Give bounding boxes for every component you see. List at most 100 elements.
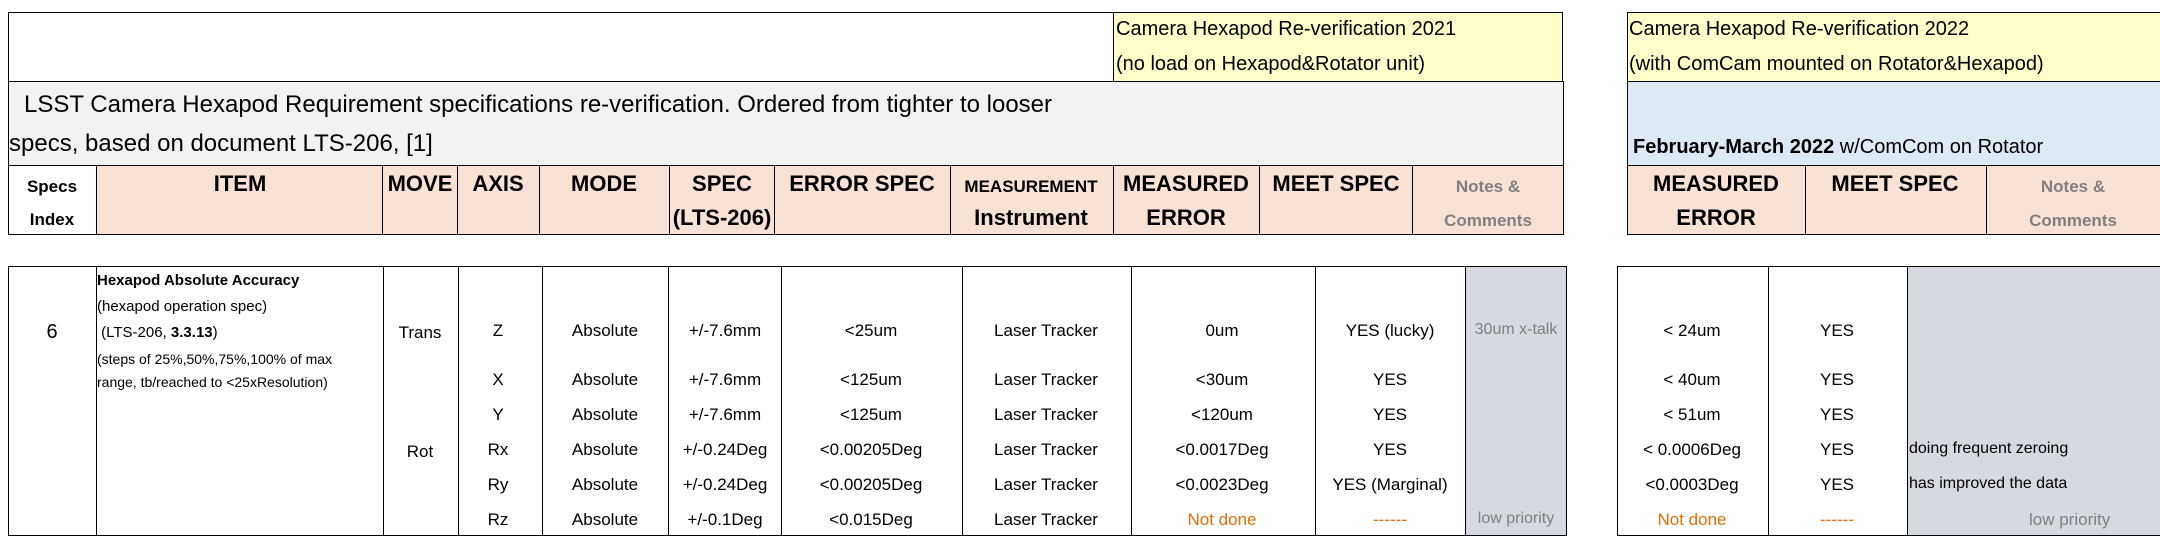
cell-meet-spec: ------	[1373, 510, 1407, 529]
cell-mode: Absolute	[571, 321, 639, 340]
cell-2022-measured: < 0.0006Deg	[1643, 440, 1741, 459]
cell-instrument: Laser Tracker	[994, 370, 1098, 389]
move-rot: Rot	[406, 442, 434, 461]
cell-note: low priority	[1477, 510, 1555, 527]
notes-grey-cell	[1466, 267, 1566, 535]
cell-2022-note: low priority	[2029, 510, 2111, 529]
cell-2022-meet-spec: YES	[1819, 321, 1855, 340]
cell-error-spec: <0.00205Deg	[819, 440, 923, 459]
header-2022-box: Camera Hexapod Re-verification 2022 (wit…	[1627, 12, 2160, 82]
cell-spec: +/-7.6mm	[688, 321, 762, 340]
col-measured-line2: ERROR	[1146, 205, 1226, 230]
col-axis: AXIS	[472, 171, 524, 196]
header-2021-line1: Camera Hexapod Re-verification 2021	[1116, 18, 1457, 40]
col-notes-line2: Comments	[1444, 211, 1532, 230]
cell-instrument: Laser Tracker	[994, 510, 1098, 529]
cell-axis: Y	[492, 405, 504, 424]
col-move: MOVE	[387, 171, 453, 196]
cell-2022-measured: <0.0003Deg	[1645, 475, 1739, 494]
cell-2022-measured: Not done	[1657, 510, 1727, 529]
feb-march-rest: w/ComCom on Rotator	[1834, 136, 2044, 158]
cell-spec: +/-0.1Deg	[687, 510, 763, 529]
item-line4: (steps of 25%,50%,75%,100% of max	[97, 351, 333, 367]
cell-measured: <30um	[1195, 370, 1249, 389]
item-line3: (LTS-206, 3.3.13)	[97, 324, 218, 341]
cell-mode: Absolute	[571, 510, 639, 529]
cell-meet-spec: YES	[1372, 370, 1408, 389]
col-measurement-line2: Instrument	[974, 205, 1088, 230]
cell-measured: <0.0017Deg	[1175, 440, 1269, 459]
page-title-line1: LSST Camera Hexapod Requirement specific…	[24, 91, 1053, 118]
cell-instrument: Laser Tracker	[994, 405, 1098, 424]
feb-march-box: February-March 2022 w/ComCom on Rotator	[1627, 81, 2160, 166]
col-specs-index-line1: Specs	[26, 177, 78, 196]
cell-2022-meet-spec: YES	[1819, 370, 1855, 389]
cell-2022-meet-spec: YES	[1819, 405, 1855, 424]
cell-instrument: Laser Tracker	[994, 440, 1098, 459]
col-measurement-line1: MEASUREMENT	[964, 177, 1098, 196]
move-trans: Trans	[398, 323, 442, 342]
item-line3-bold: 3.3.13	[170, 324, 213, 341]
cell-spec: +/-7.6mm	[688, 405, 762, 424]
feb-march-bold: February-March 2022	[1633, 136, 1835, 158]
cell-spec: +/-7.6mm	[688, 370, 762, 389]
cell-2022-measured: < 51um	[1663, 405, 1721, 424]
header-2021-line2: (no load on Hexapod&Rotator unit)	[1116, 53, 1426, 75]
cell-2022-meet-spec: YES	[1819, 475, 1855, 494]
item-line3-pre: (LTS-206,	[97, 324, 171, 341]
cell-meet-spec: YES (Marginal)	[1332, 475, 1448, 494]
cell-axis: Rx	[487, 440, 509, 459]
col-measured-line1: MEASURED	[1123, 171, 1249, 196]
title-box: LSST Camera Hexapod Requirement specific…	[8, 81, 1564, 166]
data-group-2021	[8, 266, 1567, 536]
cell-axis: Ry	[487, 475, 509, 494]
item-title: Hexapod Absolute Accuracy	[97, 272, 300, 289]
col-error-spec: ERROR SPEC	[789, 171, 935, 196]
cell-error-spec: <0.015Deg	[829, 510, 913, 529]
cell-2022-meet-spec: YES	[1819, 440, 1855, 459]
header-2022-line2: (with ComCam mounted on Rotator&Hexapod)	[1629, 53, 2044, 75]
col-2022-measured-line2: ERROR	[1676, 205, 1756, 230]
cell-measured: <120um	[1191, 405, 1253, 424]
cell-meet-spec: YES (lucky)	[1345, 321, 1435, 340]
header-2021-box: Camera Hexapod Re-verification 2021 (no …	[1113, 12, 1563, 82]
header-blank-cell	[8, 12, 1114, 82]
cell-axis: Z	[492, 321, 504, 340]
cell-error-spec: <125um	[840, 370, 902, 389]
cell-mode: Absolute	[571, 475, 639, 494]
cell-mode: Absolute	[571, 370, 639, 389]
cell-axis: X	[492, 370, 504, 389]
cell-measured: 0um	[1205, 321, 1239, 340]
header-2022-line1: Camera Hexapod Re-verification 2022	[1629, 18, 1970, 40]
cell-2022-note: has improved the data	[1909, 475, 2068, 492]
specs-index-value: 6	[46, 321, 58, 343]
cell-measured: Not done	[1187, 510, 1257, 529]
cell-instrument: Laser Tracker	[994, 475, 1098, 494]
cell-spec: +/-0.24Deg	[682, 475, 768, 494]
cell-axis: Rz	[487, 510, 509, 529]
col-mode: MODE	[571, 171, 637, 196]
cell-2022-note: doing frequent zeroing	[1909, 440, 2069, 457]
page-title-line2: specs, based on document LTS-206, [1]	[9, 130, 433, 157]
cell-note: 30um x-talk	[1474, 321, 1558, 338]
col-spec-line2: (LTS-206)	[672, 205, 772, 230]
col-notes-line1: Notes &	[1455, 177, 1521, 196]
col-2022-notes-line2: Comments	[2029, 211, 2117, 230]
cell-error-spec: <125um	[840, 405, 902, 424]
col-specs-index-line2: Index	[29, 210, 75, 229]
specs-index-header	[8, 165, 97, 235]
column-header-row-2022	[1627, 165, 2160, 235]
cell-mode: Absolute	[571, 405, 639, 424]
item-line3-post: )	[212, 324, 218, 341]
cell-spec: +/-0.24Deg	[682, 440, 768, 459]
item-line2: (hexapod operation spec)	[97, 298, 268, 315]
cell-2022-measured: < 24um	[1663, 321, 1721, 340]
cell-error-spec: <25um	[844, 321, 898, 340]
col-2022-measured-line1: MEASURED	[1653, 171, 1779, 196]
col-meet-spec: MEET SPEC	[1272, 171, 1400, 196]
cell-2022-measured: < 40um	[1663, 370, 1721, 389]
notes-2022-grey-cell	[1908, 267, 2160, 535]
cell-mode: Absolute	[571, 440, 639, 459]
cell-error-spec: <0.00205Deg	[819, 475, 923, 494]
col-spec-line1: SPEC	[692, 171, 752, 196]
